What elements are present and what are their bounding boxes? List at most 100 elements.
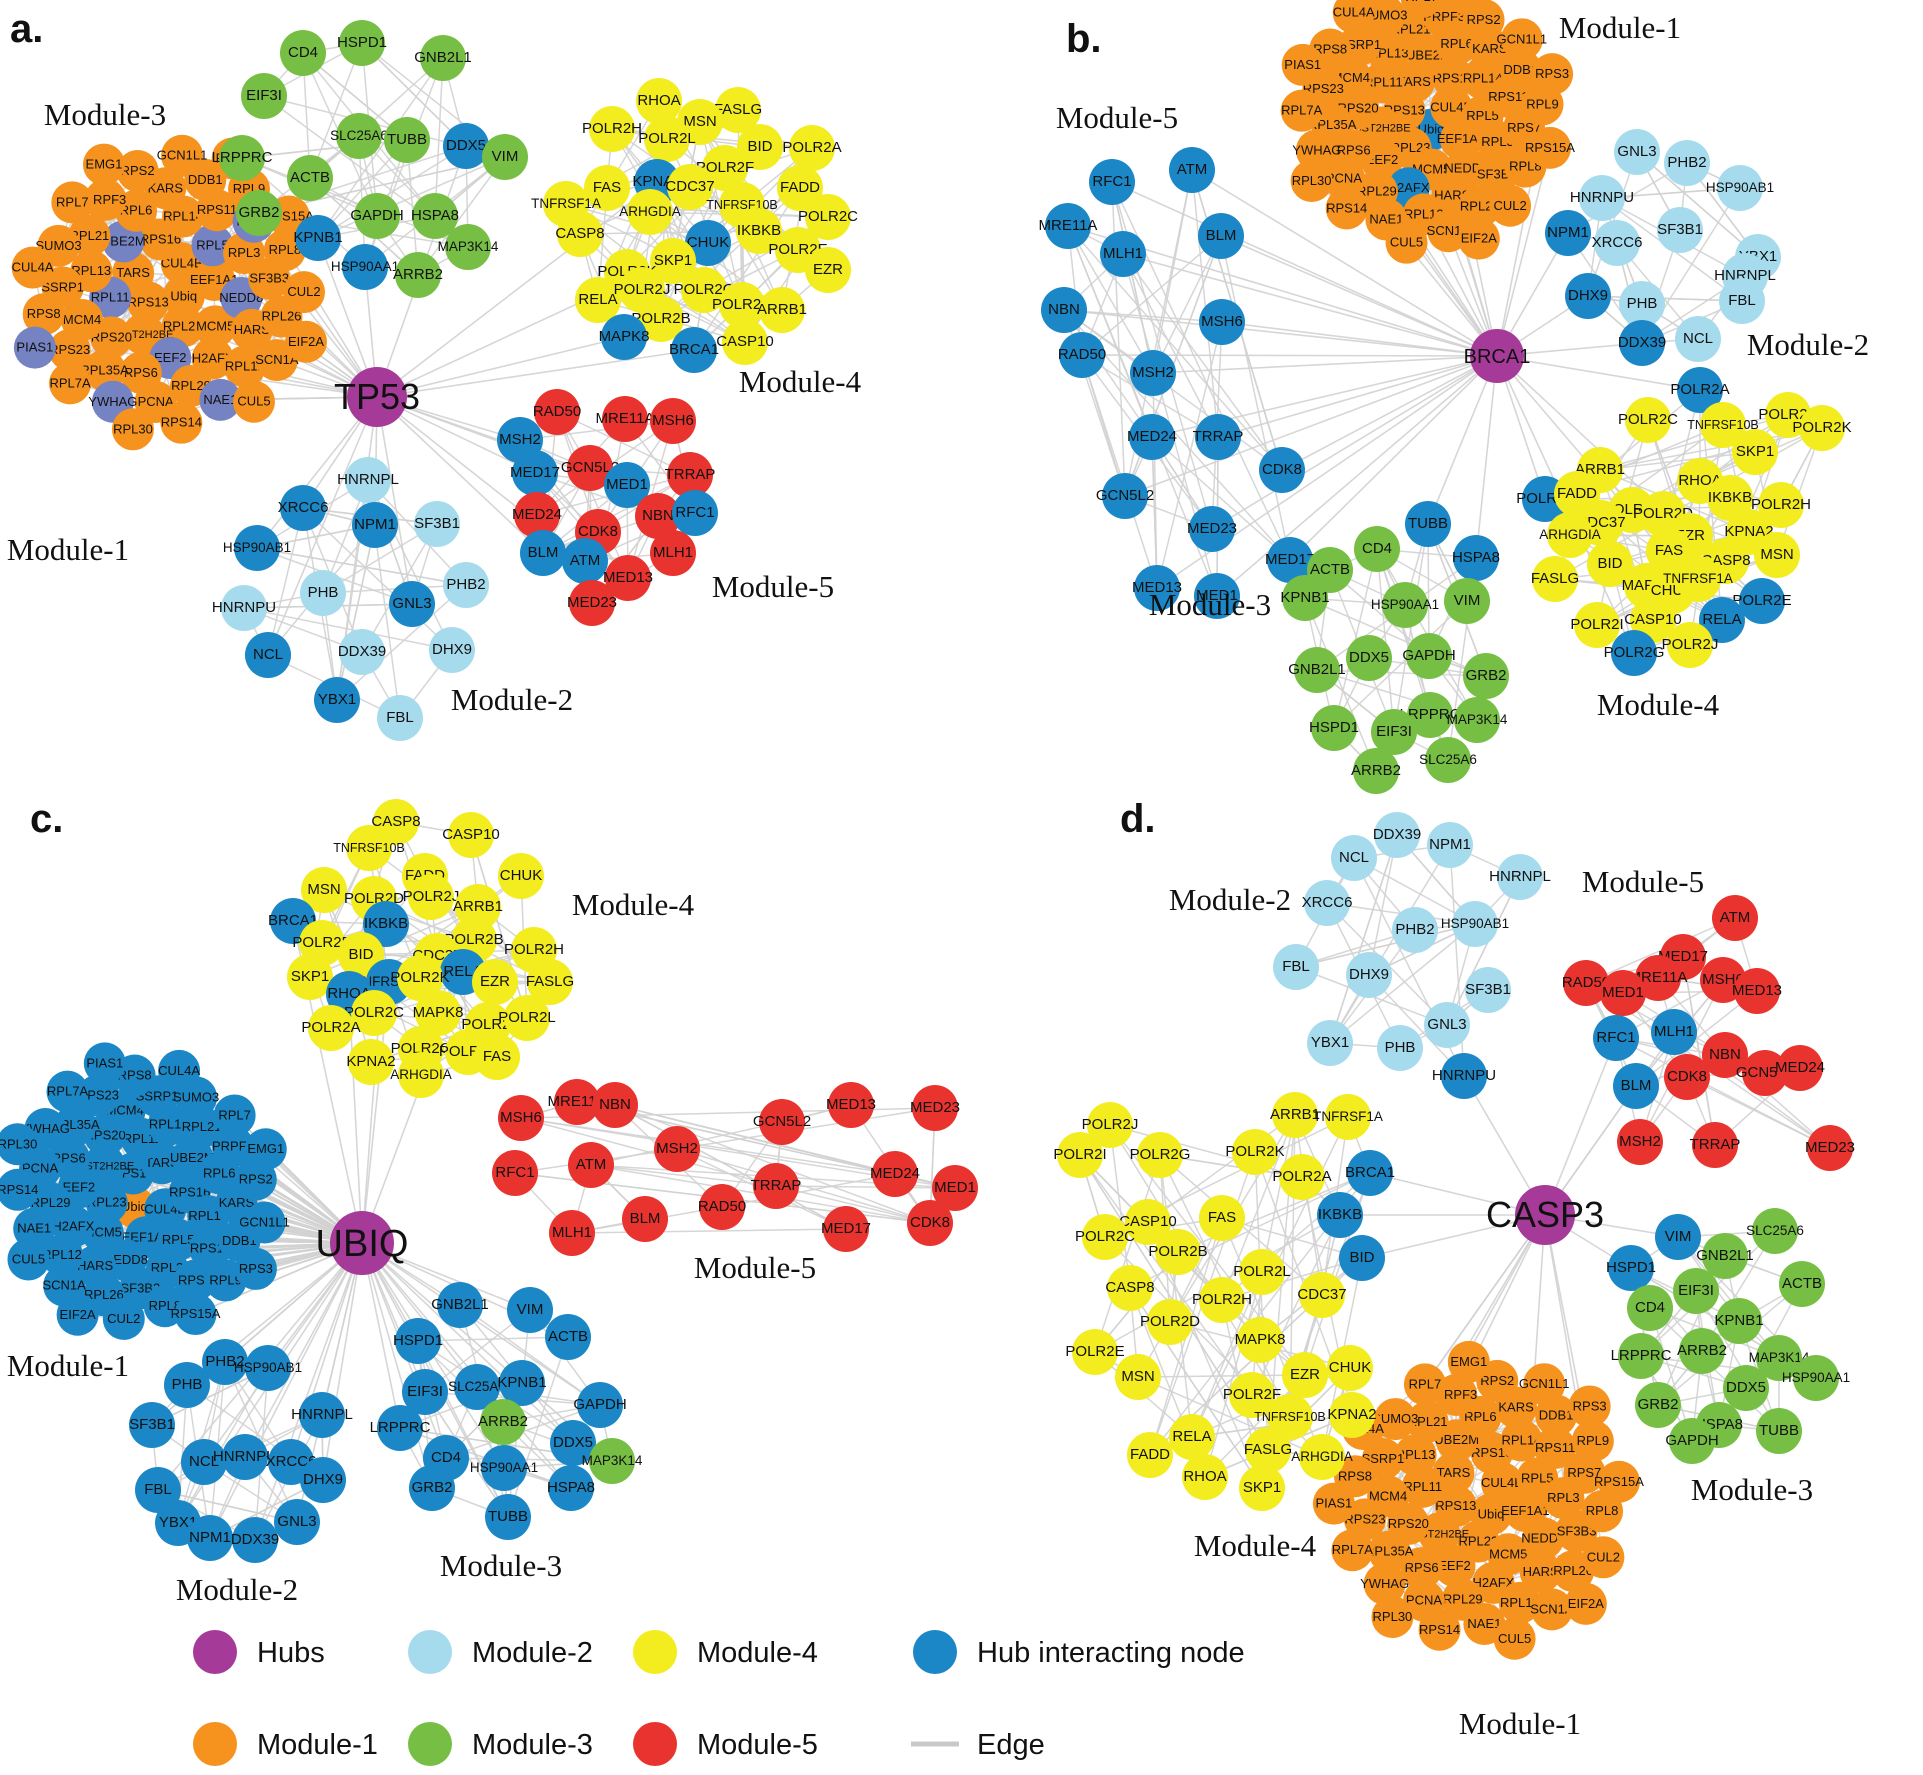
node-b-NPM1[interactable]: NPM1 [1545, 210, 1591, 256]
node-d-DHX9[interactable]: DHX9 [1346, 952, 1392, 998]
node-c-GRB2[interactable]: GRB2 [409, 1465, 455, 1511]
node-a-RPL7[interactable]: RPL7 [51, 181, 94, 224]
node-a-RPL7A[interactable]: RPL7A [49, 362, 92, 405]
node-b-SF3B1[interactable]: SF3B1 [1657, 207, 1703, 253]
node-a-HSPD1[interactable]: HSPD1 [337, 20, 387, 66]
node-d-HSPD1[interactable]: HSPD1 [1606, 1245, 1656, 1291]
node-a-NCL[interactable]: NCL [245, 632, 291, 678]
node-c-RFC1[interactable]: RFC1 [492, 1150, 538, 1196]
node-d-BRCA1[interactable]: BRCA1 [1345, 1150, 1395, 1196]
node-b-MSH2[interactable]: MSH2 [1130, 350, 1176, 396]
node-d-BLM[interactable]: BLM [1613, 1063, 1659, 1109]
node-b-FASLG[interactable]: FASLG [1531, 556, 1579, 602]
node-a-NPM1[interactable]: NPM1 [352, 502, 398, 548]
node-d-PHB2[interactable]: PHB2 [1392, 907, 1438, 953]
node-c-CASP10[interactable]: CASP10 [442, 812, 500, 858]
node-c-NBN[interactable]: NBN [592, 1082, 638, 1128]
node-c-MED17[interactable]: MED17 [821, 1206, 871, 1252]
node-b-CDK8[interactable]: CDK8 [1259, 447, 1305, 493]
node-d-CUL5[interactable]: CUL5 [1493, 1617, 1536, 1660]
node-d-LRPPRC[interactable]: LRPPRC [1611, 1333, 1672, 1379]
node-c-MED13[interactable]: MED13 [826, 1082, 876, 1128]
node-d-FADD[interactable]: FADD [1127, 1432, 1173, 1478]
node-d-FAS[interactable]: FAS [1199, 1195, 1245, 1241]
node-c-NCL[interactable]: NCL [181, 1439, 227, 1485]
node-d-PHB[interactable]: PHB [1377, 1025, 1423, 1071]
node-d-YBX1[interactable]: YBX1 [1307, 1020, 1353, 1066]
node-c-EZR[interactable]: EZR [472, 959, 518, 1005]
node-a-CD4[interactable]: CD4 [280, 30, 326, 76]
node-d-CD4[interactable]: CD4 [1627, 1285, 1673, 1331]
node-c-CHUK[interactable]: CHUK [498, 853, 544, 899]
node-d-NPM1[interactable]: NPM1 [1427, 822, 1473, 868]
node-a-HSP90AB1[interactable]: HSP90AB1 [223, 525, 291, 571]
node-b-CUL5[interactable]: CUL5 [1385, 221, 1428, 264]
node-d-POLR2L[interactable]: POLR2L [1233, 1249, 1291, 1295]
node-a-RHOA[interactable]: RHOA [636, 78, 682, 124]
node-c-MLH1[interactable]: MLH1 [549, 1210, 595, 1256]
node-c-BLM[interactable]: BLM [622, 1196, 668, 1242]
node-c-RPL7A[interactable]: RPL7A [46, 1070, 89, 1113]
node-d-DDX5[interactable]: DDX5 [1723, 1365, 1769, 1411]
node-a-RELA[interactable]: RELA [575, 277, 621, 323]
node-d-GRB2[interactable]: GRB2 [1635, 1382, 1681, 1428]
node-b-TRRAP[interactable]: TRRAP [1193, 414, 1244, 460]
node-c-RPS3[interactable]: RPS3 [234, 1247, 277, 1290]
node-d-FBL[interactable]: FBL [1273, 944, 1319, 990]
node-c-ATM[interactable]: ATM [568, 1142, 614, 1188]
node-b-RPL7A[interactable]: RPL7A [1280, 89, 1323, 132]
node-a-EZR[interactable]: EZR [805, 247, 851, 293]
node-d-RFC1[interactable]: RFC1 [1593, 1015, 1639, 1061]
node-a-SF3B1[interactable]: SF3B1 [414, 501, 460, 547]
node-c-MSH2[interactable]: MSH2 [654, 1126, 700, 1172]
node-b-BLM[interactable]: BLM [1198, 213, 1244, 259]
node-d-CDK8[interactable]: CDK8 [1664, 1054, 1710, 1100]
node-c-GAPDH[interactable]: GAPDH [573, 1382, 627, 1428]
hub-BRCA1[interactable]: BRCA1 [1464, 329, 1531, 383]
node-a-MSH6[interactable]: MSH6 [650, 398, 696, 444]
node-a-EIF3I[interactable]: EIF3I [241, 73, 287, 119]
node-c-RPL7[interactable]: RPL7 [213, 1094, 256, 1137]
node-d-CHUK[interactable]: CHUK [1327, 1345, 1373, 1391]
node-c-TUBB[interactable]: TUBB [485, 1494, 531, 1540]
node-d-ATM[interactable]: ATM [1712, 895, 1758, 941]
node-b-XRCC6[interactable]: XRCC6 [1592, 220, 1643, 266]
node-c-GCN5L2[interactable]: GCN5L2 [753, 1099, 811, 1145]
node-a-ATM[interactable]: ATM [562, 538, 608, 584]
node-d-RHOA[interactable]: RHOA [1182, 1454, 1228, 1500]
node-b-MRE11A[interactable]: MRE11A [1039, 203, 1098, 249]
node-a-CUL5[interactable]: CUL5 [232, 380, 275, 423]
node-b-ATM[interactable]: ATM [1169, 147, 1215, 193]
node-a-DHX9[interactable]: DHX9 [429, 627, 475, 673]
node-b-TUBB[interactable]: TUBB [1405, 501, 1451, 547]
node-c-FAS[interactable]: FAS [474, 1034, 520, 1080]
node-a-MLH1[interactable]: MLH1 [650, 530, 696, 576]
node-c-CUL2[interactable]: CUL2 [102, 1297, 145, 1340]
node-a-VIM[interactable]: VIM [482, 134, 528, 180]
node-d-MSN[interactable]: MSN [1115, 1354, 1161, 1400]
node-a-FAS[interactable]: FAS [584, 165, 630, 211]
node-a-FBL[interactable]: FBL [377, 695, 423, 741]
node-a-ACTB[interactable]: ACTB [287, 155, 333, 201]
node-b-GNL3[interactable]: GNL3 [1614, 129, 1660, 175]
node-c-HSP90AA1[interactable]: HSP90AA1 [470, 1445, 538, 1491]
node-d-POLR2E[interactable]: POLR2E [1065, 1329, 1125, 1375]
node-a-HNRNPU[interactable]: HNRNPU [212, 585, 276, 631]
node-b-MSN[interactable]: MSN [1754, 532, 1800, 578]
node-c-CDK8[interactable]: CDK8 [907, 1200, 953, 1246]
node-b-CUL2[interactable]: CUL2 [1489, 184, 1532, 227]
node-b-FBL[interactable]: FBL [1719, 278, 1765, 324]
node-d-SLC25A6[interactable]: SLC25A6 [1746, 1208, 1804, 1254]
node-a-RPS14[interactable]: RPS14 [160, 401, 203, 444]
node-d-TUBB[interactable]: TUBB [1756, 1408, 1802, 1454]
node-b-GRB2[interactable]: GRB2 [1463, 653, 1509, 699]
node-a-TUBB[interactable]: TUBB [384, 117, 430, 163]
node-a-PHB[interactable]: PHB [300, 570, 346, 616]
node-b-MLH1[interactable]: MLH1 [1100, 231, 1146, 277]
node-a-GNB2L1[interactable]: GNB2L1 [414, 35, 472, 81]
node-d-VIM[interactable]: VIM [1655, 1214, 1701, 1260]
node-b-EIF2A[interactable]: EIF2A [1457, 217, 1500, 260]
node-d-ACTB[interactable]: ACTB [1779, 1261, 1825, 1307]
node-d-RPS14[interactable]: RPS14 [1418, 1608, 1461, 1651]
node-a-BLM[interactable]: BLM [520, 530, 566, 576]
